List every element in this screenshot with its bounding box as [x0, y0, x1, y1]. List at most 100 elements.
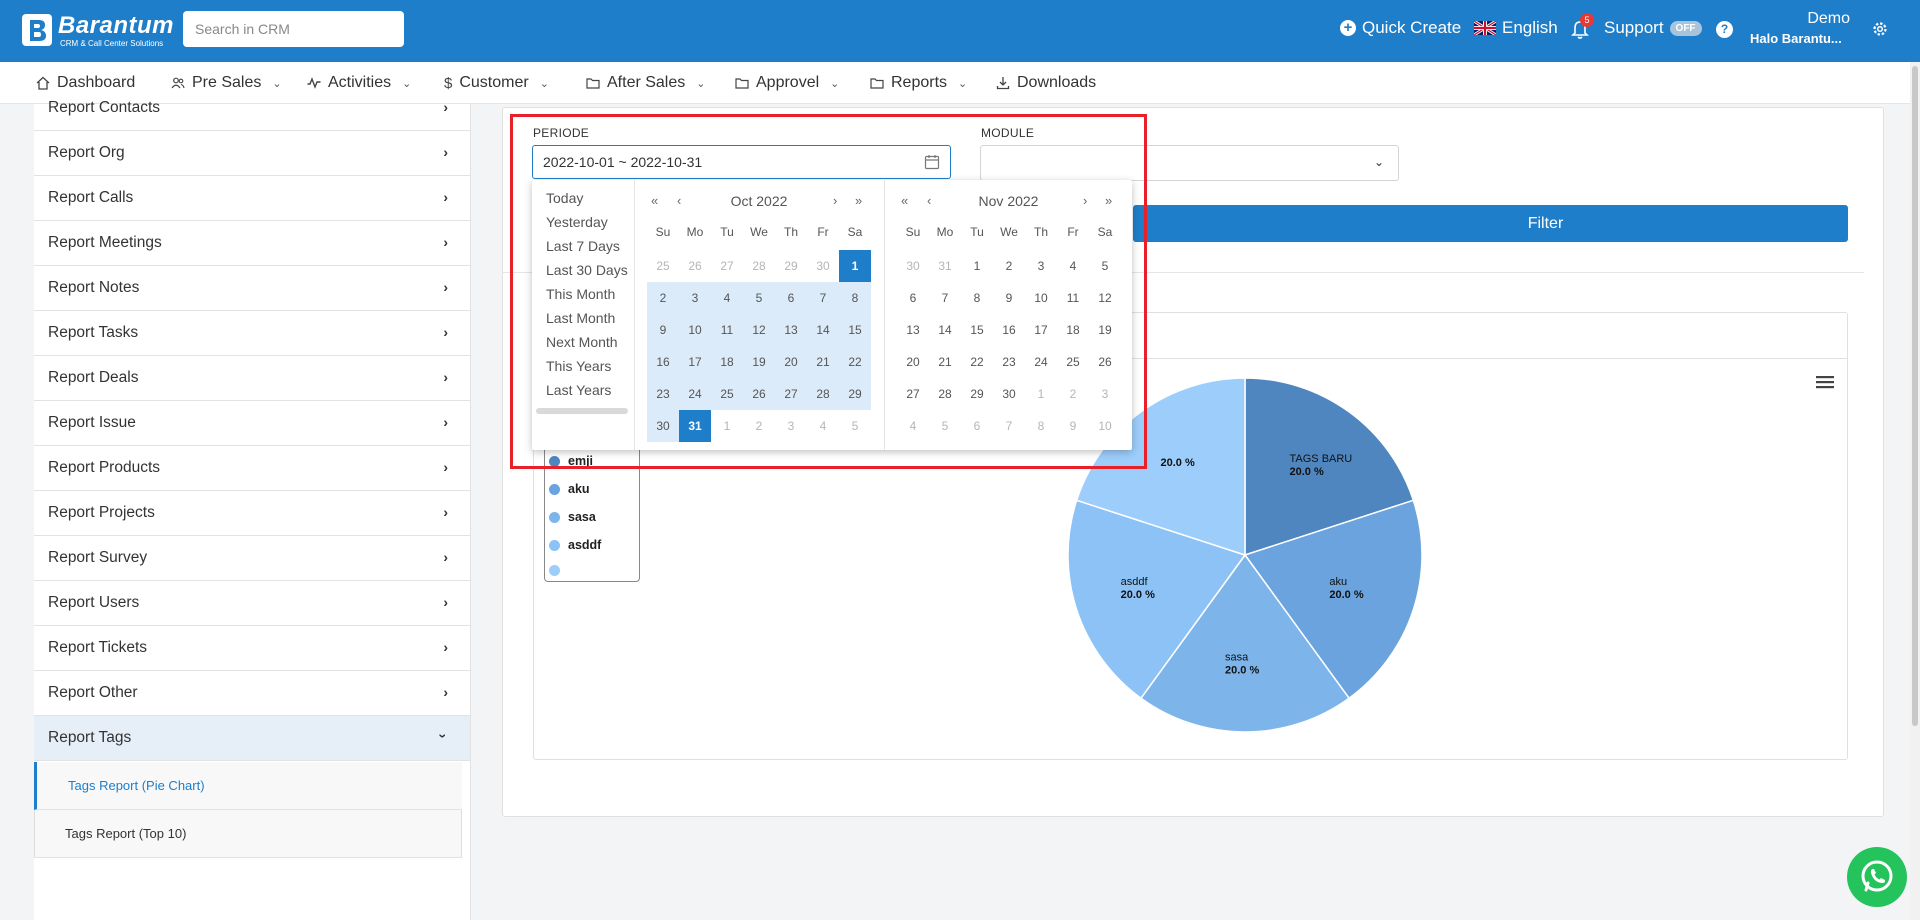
- calendar-day[interactable]: 6: [973, 419, 981, 433]
- sidebar-item-calls[interactable]: Report Calls ›: [34, 176, 470, 221]
- search-input[interactable]: [183, 11, 404, 47]
- calendar-day[interactable]: 26: [743, 378, 775, 410]
- calendar-day[interactable]: 9: [647, 314, 679, 346]
- nav-activities[interactable]: Activities ⌄: [307, 74, 411, 92]
- calendar-day[interactable]: 28: [752, 259, 766, 273]
- calendar-day[interactable]: 1: [839, 250, 871, 282]
- calendar-day[interactable]: 28: [807, 378, 839, 410]
- calendar-day[interactable]: 5: [851, 419, 859, 433]
- calendar-day[interactable]: 23: [1002, 355, 1016, 369]
- calendar-day[interactable]: 5: [941, 419, 949, 433]
- nav-approvel[interactable]: Approvel ⌄: [735, 74, 839, 92]
- sidebar-item-deals[interactable]: Report Deals ›: [34, 356, 470, 401]
- calendar-day[interactable]: 26: [688, 259, 702, 273]
- support-toggle[interactable]: Support OFF: [1604, 18, 1702, 38]
- nav-dashboard[interactable]: Dashboard: [36, 74, 135, 92]
- calendar-day[interactable]: 22: [839, 346, 871, 378]
- range-last-30-days[interactable]: Last 30 Days: [546, 262, 628, 278]
- calendar-day[interactable]: 29: [784, 259, 798, 273]
- calendar-day[interactable]: 17: [1034, 323, 1048, 337]
- calendar-day[interactable]: 9: [1069, 419, 1077, 433]
- calendar-day[interactable]: 22: [970, 355, 984, 369]
- sidebar-item-org[interactable]: Report Org ›: [34, 131, 470, 176]
- calendar-day[interactable]: 12: [743, 314, 775, 346]
- calendar-day[interactable]: 4: [1069, 259, 1077, 273]
- calendar-day[interactable]: 11: [1066, 291, 1080, 305]
- calendar-day[interactable]: 23: [647, 378, 679, 410]
- calendar-day[interactable]: 30: [816, 259, 830, 273]
- sidebar-item-contacts[interactable]: Report Contacts ›: [34, 86, 470, 131]
- calendar-day[interactable]: 7: [941, 291, 949, 305]
- calendar-day[interactable]: 1: [1037, 387, 1045, 401]
- calendar-day[interactable]: 8: [1037, 419, 1045, 433]
- range-last-month[interactable]: Last Month: [546, 310, 616, 326]
- calendar-day[interactable]: 7: [1005, 419, 1013, 433]
- sidebar-item-notes[interactable]: Report Notes ›: [34, 266, 470, 311]
- sidebar-item-other[interactable]: Report Other ›: [34, 671, 470, 716]
- sidebar-item-survey[interactable]: Report Survey ›: [34, 536, 470, 581]
- presets-scrollbar[interactable]: [536, 408, 628, 414]
- prev-year-icon[interactable]: «: [901, 193, 909, 208]
- calendar-day[interactable]: 16: [1002, 323, 1016, 337]
- calendar-day[interactable]: 6: [775, 282, 807, 314]
- calendar-day[interactable]: 27: [775, 378, 807, 410]
- sidebar-item-meetings[interactable]: Report Meetings ›: [34, 221, 470, 266]
- calendar-day[interactable]: 25: [656, 259, 670, 273]
- pie-slice[interactable]: [1139, 553, 1351, 733]
- calendar-day[interactable]: 3: [787, 419, 795, 433]
- calendar-day[interactable]: 4: [711, 282, 743, 314]
- prev-month-icon[interactable]: ‹: [677, 193, 682, 208]
- calendar-day[interactable]: 9: [1005, 291, 1013, 305]
- pie-slice[interactable]: [1075, 377, 1246, 557]
- page-scrollbar-thumb[interactable]: [1912, 66, 1918, 726]
- calendar-day[interactable]: 19: [1098, 323, 1112, 337]
- whatsapp-chat-button[interactable]: [1847, 847, 1907, 907]
- calendar-day[interactable]: 15: [839, 314, 871, 346]
- help-icon[interactable]: ?: [1716, 21, 1733, 38]
- calendar-day[interactable]: 18: [1066, 323, 1080, 337]
- pie-slice[interactable]: [1243, 499, 1423, 700]
- range-last-years[interactable]: Last Years: [546, 382, 612, 398]
- calendar-day[interactable]: 14: [938, 323, 952, 337]
- nav-downloads[interactable]: Downloads: [996, 74, 1096, 92]
- sidebar-subitem-tags-pie-chart[interactable]: Tags Report (Pie Chart): [34, 762, 462, 810]
- calendar-day[interactable]: 2: [1069, 387, 1077, 401]
- quick-create-button[interactable]: + Quick Create: [1340, 18, 1461, 38]
- calendar-day[interactable]: 13: [906, 323, 920, 337]
- app-logo[interactable]: Barantum CRM & Call Center Solutions: [20, 10, 174, 50]
- calendar-day[interactable]: 21: [938, 355, 952, 369]
- calendar-day[interactable]: 31: [938, 259, 952, 273]
- calendar-day[interactable]: 10: [1098, 419, 1112, 433]
- calendar-day[interactable]: 2: [647, 282, 679, 314]
- calendar-day[interactable]: 28: [938, 387, 952, 401]
- calendar-day[interactable]: 10: [679, 314, 711, 346]
- calendar-day[interactable]: 30: [1002, 387, 1016, 401]
- nav-pre-sales[interactable]: Pre Sales ⌄: [171, 74, 282, 92]
- calendar-day[interactable]: 3: [1037, 259, 1045, 273]
- prev-year-icon[interactable]: «: [651, 193, 659, 208]
- calendar-day[interactable]: 29: [839, 378, 871, 410]
- calendar-day[interactable]: 30: [647, 410, 679, 442]
- periode-date-input[interactable]: 2022-10-01 ~ 2022-10-31: [532, 145, 951, 179]
- calendar-day[interactable]: 18: [711, 346, 743, 378]
- filter-button[interactable]: Filter: [1133, 205, 1848, 242]
- sidebar-item-tickets[interactable]: Report Tickets ›: [34, 626, 470, 671]
- calendar-day[interactable]: 27: [906, 387, 920, 401]
- calendar-day[interactable]: 5: [743, 282, 775, 314]
- calendar-day[interactable]: 31: [679, 410, 711, 442]
- sidebar-subitem-tags-top-10[interactable]: Tags Report (Top 10): [34, 810, 462, 858]
- range-next-month[interactable]: Next Month: [546, 334, 618, 350]
- sidebar-item-issue[interactable]: Report Issue ›: [34, 401, 470, 446]
- sidebar-item-users[interactable]: Report Users ›: [34, 581, 470, 626]
- legend-item[interactable]: asddf: [549, 538, 601, 552]
- calendar-day[interactable]: 2: [1005, 259, 1013, 273]
- legend-item[interactable]: emji: [549, 454, 593, 468]
- legend-item[interactable]: aku: [549, 482, 590, 496]
- range-today[interactable]: Today: [546, 190, 584, 206]
- calendar-day[interactable]: 25: [711, 378, 743, 410]
- calendar-day[interactable]: 20: [775, 346, 807, 378]
- calendar-day[interactable]: 17: [679, 346, 711, 378]
- gear-icon[interactable]: [1871, 20, 1889, 38]
- hamburger-menu-icon[interactable]: [1816, 374, 1834, 390]
- calendar-day[interactable]: 14: [807, 314, 839, 346]
